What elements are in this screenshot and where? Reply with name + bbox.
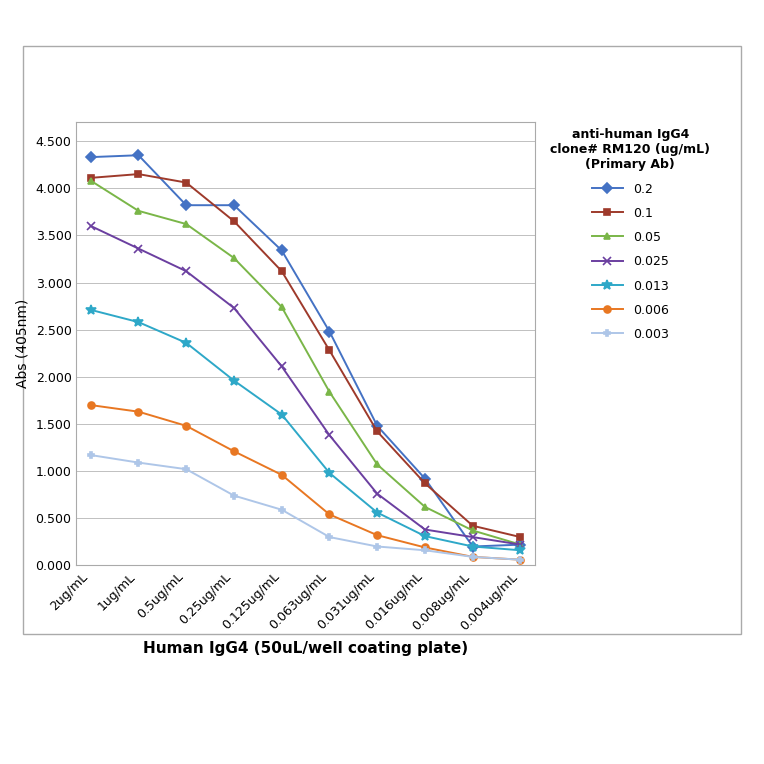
- 0.2: [516, 540, 525, 549]
- Legend: 0.2, 0.1, 0.05, 0.025, 0.013, 0.006, 0.003: 0.2, 0.1, 0.05, 0.025, 0.013, 0.006, 0.0…: [544, 122, 717, 348]
- Y-axis label: Abs (405nm): Abs (405nm): [16, 299, 30, 388]
- 0.2: [420, 474, 429, 483]
- 0.05: [373, 460, 382, 469]
- 0.05: [420, 502, 429, 511]
- 0.013: [325, 468, 334, 478]
- 0.05: [229, 254, 238, 263]
- 0.05: [86, 176, 96, 186]
- 0.013: [229, 376, 238, 385]
- 0.003: [134, 458, 143, 467]
- 0.05: [325, 387, 334, 397]
- 0.013: [373, 508, 382, 517]
- 0.006: [373, 531, 382, 540]
- 0.003: [373, 542, 382, 551]
- 0.006: [182, 421, 191, 430]
- 0.1: [229, 217, 238, 226]
- 0.2: [373, 421, 382, 430]
- 0.2: [229, 201, 238, 210]
- 0.013: [134, 318, 143, 327]
- 0.025: [516, 540, 525, 549]
- 0.1: [468, 521, 478, 530]
- 0.013: [420, 532, 429, 541]
- 0.2: [325, 327, 334, 336]
- Line: 0.05: 0.05: [87, 177, 524, 548]
- 0.006: [325, 510, 334, 519]
- 0.1: [134, 170, 143, 179]
- 0.003: [325, 533, 334, 542]
- 0.013: [182, 338, 191, 348]
- 0.2: [86, 153, 96, 162]
- 0.003: [277, 505, 286, 514]
- 0.1: [516, 533, 525, 542]
- Line: 0.003: 0.003: [87, 452, 524, 563]
- Line: 0.006: 0.006: [87, 402, 524, 563]
- 0.025: [277, 362, 286, 371]
- 0.1: [86, 173, 96, 183]
- 0.003: [468, 552, 478, 562]
- Line: 0.025: 0.025: [86, 222, 525, 549]
- 0.05: [182, 219, 191, 228]
- 0.003: [182, 465, 191, 474]
- 0.025: [86, 222, 96, 231]
- 0.1: [420, 479, 429, 488]
- 0.05: [468, 526, 478, 535]
- 0.1: [325, 346, 334, 355]
- 0.003: [86, 451, 96, 460]
- 0.1: [277, 267, 286, 276]
- 0.2: [468, 542, 478, 551]
- 0.1: [373, 427, 382, 436]
- 0.05: [516, 540, 525, 549]
- 0.2: [182, 201, 191, 210]
- 0.2: [134, 151, 143, 160]
- 0.006: [420, 543, 429, 552]
- 0.1: [182, 178, 191, 187]
- 0.003: [420, 545, 429, 555]
- 0.025: [182, 267, 191, 276]
- 0.006: [86, 400, 96, 410]
- 0.025: [420, 525, 429, 534]
- Line: 0.013: 0.013: [86, 305, 526, 555]
- 0.025: [325, 431, 334, 440]
- 0.025: [468, 533, 478, 542]
- 0.025: [229, 303, 238, 312]
- 0.003: [229, 491, 238, 500]
- 0.2: [277, 246, 286, 255]
- Line: 0.2: 0.2: [87, 152, 524, 550]
- Line: 0.1: 0.1: [87, 170, 524, 541]
- 0.025: [134, 244, 143, 253]
- 0.025: [373, 489, 382, 498]
- X-axis label: Human IgG4 (50uL/well coating plate): Human IgG4 (50uL/well coating plate): [143, 641, 468, 656]
- 0.006: [468, 552, 478, 562]
- 0.013: [468, 542, 478, 551]
- 0.013: [86, 306, 96, 315]
- 0.013: [277, 410, 286, 419]
- 0.006: [516, 555, 525, 565]
- 0.006: [277, 471, 286, 480]
- 0.006: [229, 447, 238, 456]
- 0.05: [277, 303, 286, 312]
- 0.006: [134, 407, 143, 416]
- 0.003: [516, 555, 525, 565]
- 0.013: [516, 545, 525, 555]
- 0.05: [134, 206, 143, 215]
